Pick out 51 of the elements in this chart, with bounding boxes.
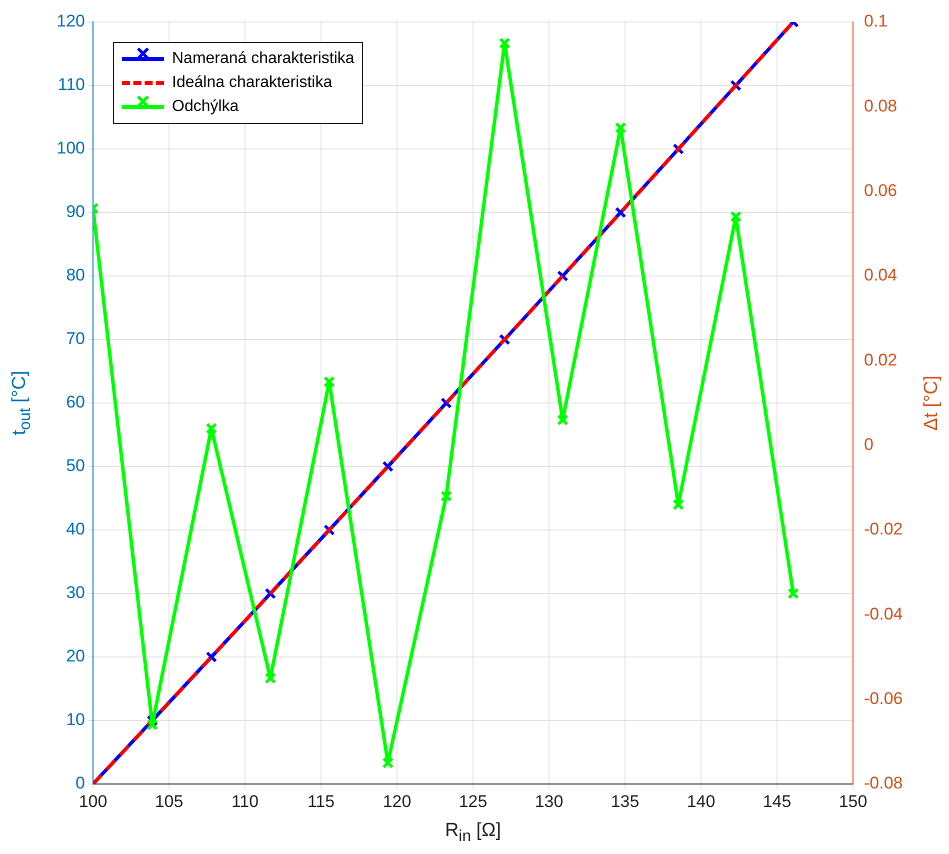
x-tick-label: 130 [534, 792, 564, 811]
point [788, 588, 800, 600]
point [730, 210, 742, 222]
legend-label: Ideálna charakteristika [172, 74, 332, 92]
point [323, 376, 335, 388]
y2-tick-label: 0.02 [864, 350, 898, 370]
x-tick-label: 135 [610, 792, 640, 811]
point [146, 718, 158, 730]
x-tick-label: 150 [838, 792, 868, 811]
x-tick-label: 105 [154, 792, 184, 811]
y-tick-label: 70 [66, 329, 85, 348]
x-tick-label: 145 [762, 792, 792, 811]
y2-tick-label: 0.04 [864, 266, 898, 285]
point [440, 490, 452, 502]
x-tick-label: 120 [382, 792, 412, 811]
y-tick-label: 100 [56, 138, 85, 158]
point [382, 757, 394, 769]
point [498, 37, 510, 49]
x-tick-label: 140 [686, 792, 716, 811]
y2-tick-label: 0.06 [864, 181, 898, 200]
y-tick-label: 40 [66, 520, 85, 539]
y2-tick-label: -0.08 [864, 774, 903, 793]
x-tick-label: 115 [307, 792, 335, 811]
legend-label: Nameraná charakteristika [172, 50, 354, 68]
point [556, 414, 568, 426]
point [672, 498, 684, 510]
y-tick-label: 30 [66, 583, 85, 602]
y2-tick-label: -0.06 [864, 689, 903, 708]
point [206, 422, 218, 434]
y-tick-label: 90 [66, 202, 85, 222]
point [264, 672, 276, 684]
x-tick-label: 100 [78, 792, 108, 811]
y2-tick-label: -0.02 [864, 520, 903, 539]
y2-tick-label: -0.04 [864, 604, 903, 624]
y2-axis-title: Δt [°C] [921, 375, 943, 431]
legend-label: Odchýlka [172, 98, 239, 116]
y-tick-label: 60 [66, 392, 85, 412]
point [614, 122, 626, 134]
y2-tick-label: 0.08 [864, 96, 898, 116]
x-tick-label: 110 [231, 792, 259, 811]
x-tick-label: 125 [458, 792, 488, 811]
y2-tick-label: 0.1 [864, 12, 888, 31]
y-tick-label: 110 [58, 75, 85, 94]
y-tick-label: 80 [66, 266, 85, 285]
y-tick-label: 120 [56, 12, 85, 31]
y-tick-label: 0 [76, 774, 85, 793]
y-tick-label: 50 [66, 456, 85, 476]
y2-tick-label: 0 [864, 435, 874, 454]
y-tick-label: 20 [66, 646, 85, 666]
x-axis-title: R$_{in}$ [Ω] [444, 820, 502, 846]
y-tick-label: 10 [66, 710, 85, 730]
